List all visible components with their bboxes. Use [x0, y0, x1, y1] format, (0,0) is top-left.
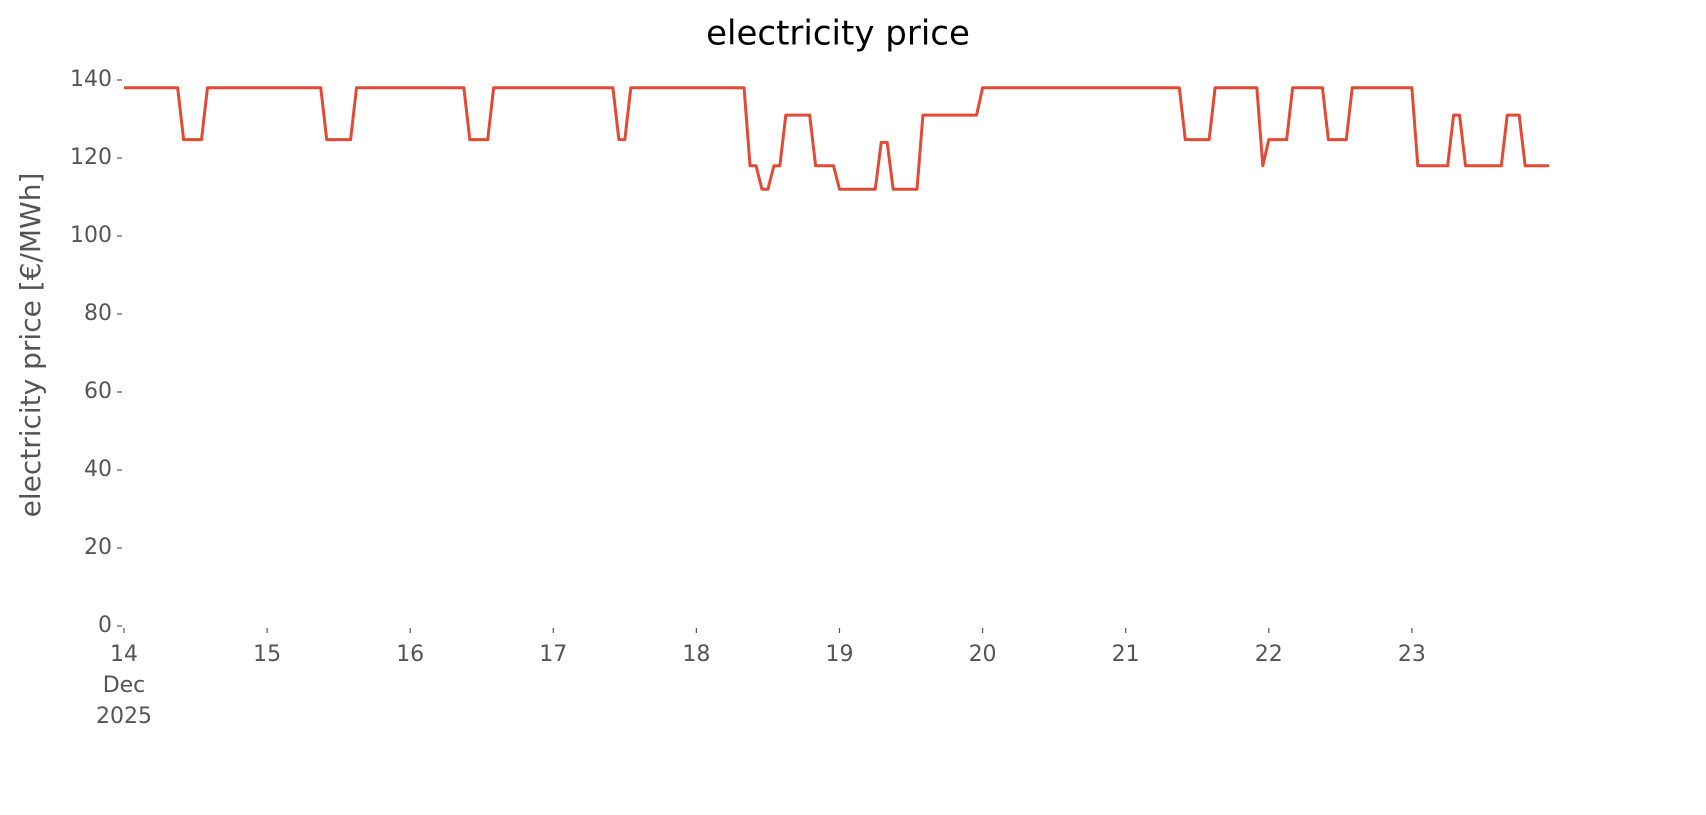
y-tick-label: 0 [98, 613, 112, 638]
y-tick-label: 20 [84, 535, 112, 560]
x-tick-label: 16 [396, 642, 424, 667]
price-line [124, 86, 1549, 191]
x-tick-label: 22 [1255, 642, 1283, 667]
x-tick-label: 19 [825, 642, 853, 667]
x-tick-label: 15 [253, 642, 281, 667]
y-tick-label: 80 [84, 301, 112, 326]
x-tick-label: 14 Dec 2025 [96, 642, 152, 729]
y-tick-label: 100 [70, 223, 112, 248]
y-tick-label: 40 [84, 457, 112, 482]
x-tick-label: 20 [969, 642, 997, 667]
y-tick-label: 60 [84, 379, 112, 404]
x-tick-label: 23 [1398, 642, 1426, 667]
x-tick-label: 17 [539, 642, 567, 667]
y-tick-label: 120 [70, 145, 112, 170]
chart-title: electricity price [706, 14, 970, 54]
y-axis-label: electricity price [€/MWh] [14, 173, 47, 518]
x-tick-label: 21 [1112, 642, 1140, 667]
x-tick-label: 18 [682, 642, 710, 667]
y-tick-label: 140 [70, 67, 112, 92]
